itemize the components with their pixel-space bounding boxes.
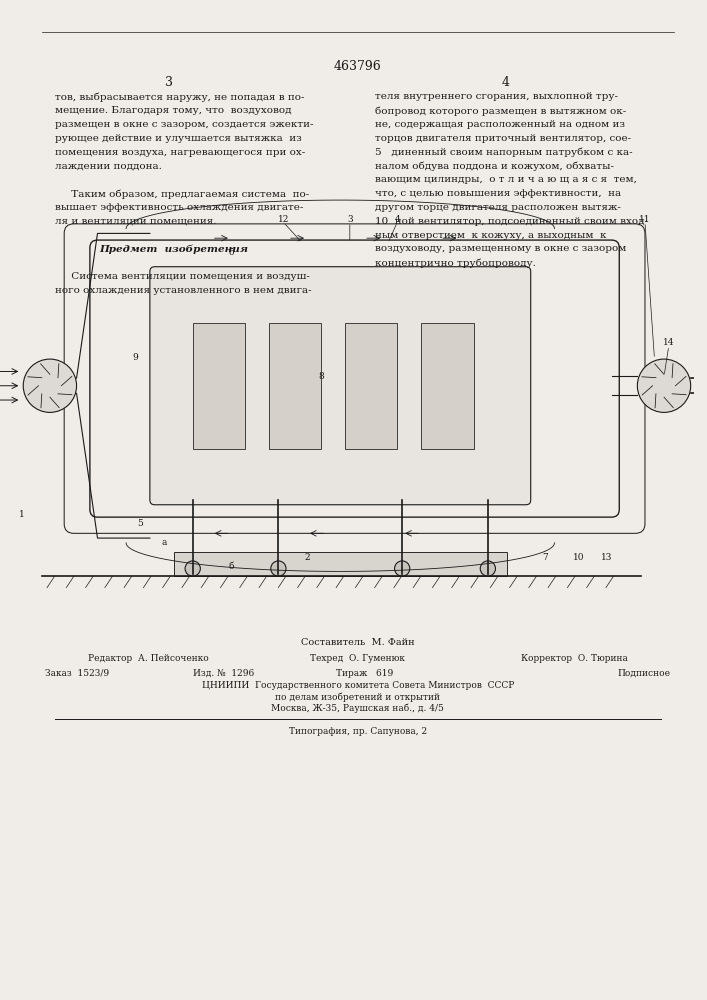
Text: 5: 5 [137, 519, 144, 528]
Text: 3: 3 [347, 215, 353, 224]
Text: ным отверстием  к кожуху, а выходным  к: ным отверстием к кожуху, а выходным к [375, 231, 606, 240]
Circle shape [395, 561, 410, 576]
Text: рующее действие и улучшается вытяжка  из: рующее действие и улучшается вытяжка из [54, 134, 301, 143]
Text: Таким образом, предлагаемая система  по-: Таким образом, предлагаемая система по- [54, 189, 309, 199]
Circle shape [185, 561, 200, 576]
Text: 14: 14 [663, 338, 674, 347]
Text: 4: 4 [502, 76, 510, 89]
Text: Тираж   619: Тираж 619 [336, 669, 393, 678]
Circle shape [271, 561, 286, 576]
FancyBboxPatch shape [150, 267, 531, 505]
Text: Составитель  М. Файн: Составитель М. Файн [301, 638, 415, 647]
Bar [174, 552, 507, 576]
Circle shape [480, 561, 496, 576]
Text: вышает эффективность охлаждения двигате-: вышает эффективность охлаждения двигате- [54, 203, 303, 212]
Text: Система вентиляции помещения и воздуш-: Система вентиляции помещения и воздуш- [54, 272, 310, 281]
Text: 463796: 463796 [334, 60, 382, 73]
Bar [269, 323, 321, 449]
Text: 3: 3 [165, 76, 173, 89]
Bar [193, 323, 245, 449]
Text: 4: 4 [395, 215, 400, 224]
Circle shape [637, 359, 691, 412]
Text: другом торце двигателя расположен вытяж-: другом торце двигателя расположен вытяж- [375, 203, 621, 212]
Text: Заказ  1523/9: Заказ 1523/9 [45, 669, 110, 678]
Text: помещения воздуха, нагревающегося при ох-: помещения воздуха, нагревающегося при ох… [54, 148, 305, 157]
Text: Корректор  О. Тюрина: Корректор О. Тюрина [521, 654, 628, 663]
Text: 1: 1 [18, 510, 24, 519]
Text: 5   диненный своим напорным патрубком с ка-: 5 диненный своим напорным патрубком с ка… [375, 148, 632, 157]
Text: Москва, Ж-35, Раушская наб., д. 4/5: Москва, Ж-35, Раушская наб., д. 4/5 [271, 704, 444, 713]
Text: 2: 2 [304, 553, 310, 562]
Text: размещен в окне с зазором, создается эжекти-: размещен в окне с зазором, создается эже… [54, 120, 313, 129]
Text: концентрично трубопроводу.: концентрично трубопроводу. [375, 258, 535, 268]
Text: 11: 11 [639, 215, 650, 224]
Text: Редактор  А. Пейсоченко: Редактор А. Пейсоченко [88, 654, 209, 663]
Text: Типография, пр. Сапунова, 2: Типография, пр. Сапунова, 2 [289, 727, 427, 736]
Text: Изд. №  1296: Изд. № 1296 [193, 669, 254, 678]
Text: 8: 8 [318, 372, 324, 381]
Text: ного охлаждения установленного в нем двига-: ного охлаждения установленного в нем дви… [54, 286, 311, 295]
Text: тов, выбрасывается наружу, не попадая в по-: тов, выбрасывается наружу, не попадая в … [54, 92, 304, 102]
Bar [345, 323, 397, 449]
Text: 10: 10 [573, 553, 584, 562]
Text: лаждении поддона.: лаждении поддона. [54, 162, 161, 171]
Text: Предмет  изобретения: Предмет изобретения [99, 244, 248, 254]
Text: б: б [228, 562, 233, 571]
Circle shape [23, 359, 76, 412]
Text: Подписное: Подписное [618, 669, 671, 678]
Text: вающим цилиндры,  о т л и ч а ю щ а я с я  тем,: вающим цилиндры, о т л и ч а ю щ а я с я… [375, 175, 636, 184]
Text: торцов двигателя приточный вентилятор, сое-: торцов двигателя приточный вентилятор, с… [375, 134, 631, 143]
Text: налом обдува поддона и кожухом, обхваты-: налом обдува поддона и кожухом, обхваты- [375, 162, 614, 171]
Text: воздуховоду, размещенному в окне с зазором: воздуховоду, размещенному в окне с зазор… [375, 244, 626, 253]
Text: мещение. Благодаря тому, что  воздуховод: мещение. Благодаря тому, что воздуховод [54, 106, 291, 115]
Text: что, с целью повышения эффективности,  на: что, с целью повышения эффективности, на [375, 189, 621, 198]
Text: не, содержащая расположенный на одном из: не, содержащая расположенный на одном из [375, 120, 624, 129]
Text: бопровод которого размещен в вытяжном ок-: бопровод которого размещен в вытяжном ок… [375, 106, 626, 116]
Text: теля внутреннего сгорания, выхлопной тру-: теля внутреннего сгорания, выхлопной тру… [375, 92, 618, 101]
Text: ля и вентиляции помещения.: ля и вентиляции помещения. [54, 217, 216, 226]
Text: по делам изобретений и открытий: по делам изобретений и открытий [276, 692, 440, 702]
Text: 12: 12 [277, 215, 289, 224]
Text: а: а [161, 538, 167, 547]
Text: ЦНИИПИ  Государственного комитета Совета Министров  СССР: ЦНИИПИ Государственного комитета Совета … [201, 681, 514, 690]
Text: 9: 9 [133, 353, 139, 362]
Text: 10  ной вентилятор, подсоединенный своим вход-: 10 ной вентилятор, подсоединенный своим … [375, 217, 648, 226]
Text: 13: 13 [601, 553, 612, 562]
Bar [421, 323, 474, 449]
Text: б: б [228, 248, 233, 257]
Text: 7: 7 [542, 553, 548, 562]
Text: Техред  О. Гуменюк: Техред О. Гуменюк [310, 654, 405, 663]
